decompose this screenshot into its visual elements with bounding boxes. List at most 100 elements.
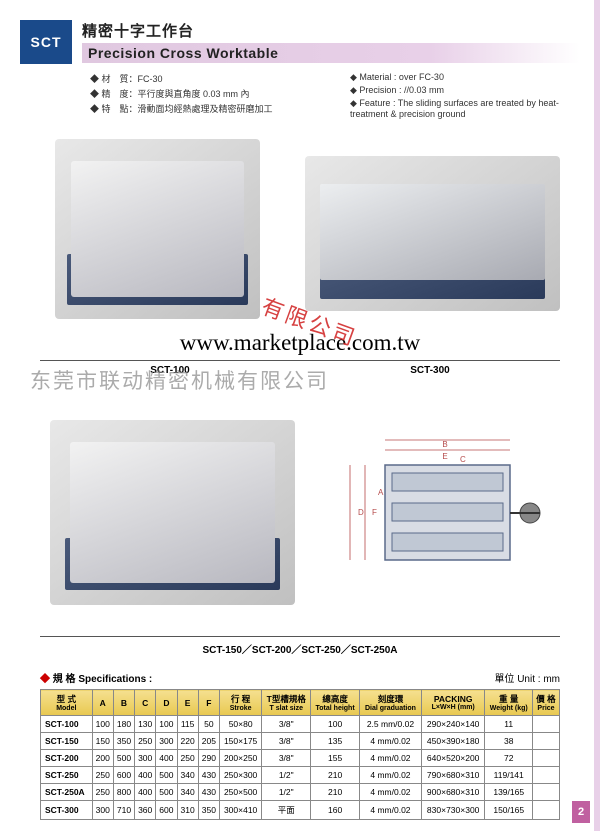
table-cell: 250 — [177, 750, 198, 767]
unit-label: 單位 Unit : mm — [494, 670, 560, 685]
table-cell: 平面 — [262, 801, 311, 820]
table-cell: 900×680×310 — [421, 784, 485, 801]
table-cell: 450×390×180 — [421, 733, 485, 750]
product-image-sct100 — [55, 139, 260, 319]
table-cell: 250×500 — [219, 784, 261, 801]
table-cell: 4 mm/0.02 — [360, 767, 422, 784]
table-cell: 600 — [156, 801, 177, 820]
table-cell: 710 — [113, 801, 134, 820]
table-cell: 300 — [156, 733, 177, 750]
svg-text:B: B — [442, 440, 447, 449]
table-header-cell: T型槽規格T slat size — [262, 690, 311, 716]
bullet-line: 特 點：滑動面均經熱處理及精密研磨加工 — [90, 102, 320, 115]
table-cell: 340 — [177, 767, 198, 784]
table-cell: 130 — [135, 716, 156, 733]
table-cell: SCT-300 — [41, 801, 93, 820]
product-image-sct150 — [50, 420, 295, 605]
title-block: 精密十字工作台 Precision Cross Worktable — [82, 20, 580, 63]
table-cell: 50 — [198, 716, 219, 733]
bullets-right: Material : over FC-30 Precision : //0.03… — [350, 72, 580, 121]
table-cell: 310 — [177, 801, 198, 820]
table-row: SCT-250A250800400500340430250×5001/2"210… — [41, 784, 560, 801]
table-cell: 210 — [311, 767, 360, 784]
table-cell — [532, 733, 559, 750]
table-header-cell: 總高度Total height — [311, 690, 360, 716]
table-cell: 135 — [311, 733, 360, 750]
table-cell: 350 — [198, 801, 219, 820]
table-cell — [532, 716, 559, 733]
title-chinese: 精密十字工作台 — [82, 20, 580, 41]
table-cell — [532, 767, 559, 784]
table-cell: 300 — [92, 801, 113, 820]
svg-text:E: E — [442, 452, 447, 461]
table-cell: 160 — [311, 801, 360, 820]
page-number: 2 — [572, 801, 590, 823]
table-cell: 150×175 — [219, 733, 261, 750]
table-cell: 155 — [311, 750, 360, 767]
table-cell: 430 — [198, 784, 219, 801]
table-cell: 210 — [311, 784, 360, 801]
table-cell: 4 mm/0.02 — [360, 784, 422, 801]
table-cell: SCT-150 — [41, 733, 93, 750]
table-cell: 11 — [485, 716, 533, 733]
table-cell: 4 mm/0.02 — [360, 733, 422, 750]
table-cell: 4 mm/0.02 — [360, 801, 422, 820]
table-cell: 430 — [198, 767, 219, 784]
table-cell: 220 — [177, 733, 198, 750]
table-cell: 200×250 — [219, 750, 261, 767]
table-cell — [532, 784, 559, 801]
table-row: SCT-200200500300400250290200×2503/8"1554… — [41, 750, 560, 767]
table-cell: 290×240×140 — [421, 716, 485, 733]
table-cell: 500 — [156, 767, 177, 784]
table-cell: SCT-200 — [41, 750, 93, 767]
table-cell: 205 — [198, 733, 219, 750]
table-header-row: 型 式ModelABCDEF行 程StrokeT型槽規格T slat size總… — [41, 690, 560, 716]
bullets-left: 材 質：FC-30 精 度：平行度與直角度 0.03 mm 內 特 點：滑動面均… — [90, 72, 320, 121]
feature-bullets: 材 質：FC-30 精 度：平行度與直角度 0.03 mm 內 特 點：滑動面均… — [90, 72, 580, 121]
table-header-cell: B — [113, 690, 134, 716]
table-cell: 4 mm/0.02 — [360, 750, 422, 767]
table-header-cell: 重 量Weight (kg) — [485, 690, 533, 716]
table-cell: 400 — [135, 784, 156, 801]
table-cell: 300 — [135, 750, 156, 767]
svg-text:C: C — [460, 455, 466, 464]
title-english-bar: Precision Cross Worktable — [82, 43, 580, 63]
table-cell: 119/141 — [485, 767, 533, 784]
bullet-line: Feature : The sliding surfaces are treat… — [350, 98, 580, 119]
table-header-cell: 刻度環Dial graduation — [360, 690, 422, 716]
table-cell: 1/2" — [262, 767, 311, 784]
catalog-page: SCT 精密十字工作台 Precision Cross Worktable 材 … — [0, 0, 600, 830]
svg-text:F: F — [372, 508, 377, 517]
table-cell: 250 — [92, 784, 113, 801]
table-cell: 250 — [92, 767, 113, 784]
table-cell: 400 — [156, 750, 177, 767]
header: SCT 精密十字工作台 Precision Cross Worktable — [20, 20, 580, 64]
table-header-cell: E — [177, 690, 198, 716]
table-cell: 250×300 — [219, 767, 261, 784]
bullet-line: Material : over FC-30 — [350, 72, 580, 83]
title-english: Precision Cross Worktable — [88, 45, 574, 61]
table-row: SCT-150150350250300220205150×1753/8"1354… — [41, 733, 560, 750]
table-row: SCT-1001001801301001155050×803/8"1002.5 … — [41, 716, 560, 733]
bullet-line: 精 度：平行度與直角度 0.03 mm 內 — [90, 87, 320, 100]
table-cell: 300×410 — [219, 801, 261, 820]
spec-header: 規 格 Specifications : 單位 Unit : mm — [40, 670, 560, 685]
table-cell: 38 — [485, 733, 533, 750]
table-cell: 400 — [135, 767, 156, 784]
table-body: SCT-1001001801301001155050×803/8"1002.5 … — [41, 716, 560, 820]
table-cell: 3/8" — [262, 716, 311, 733]
table-cell: SCT-250 — [41, 767, 93, 784]
table-cell: SCT-250A — [41, 784, 93, 801]
product-image-sct300 — [305, 156, 560, 311]
table-cell: 50×80 — [219, 716, 261, 733]
table-cell: 500 — [156, 784, 177, 801]
table-cell: 139/165 — [485, 784, 533, 801]
table-cell: 360 — [135, 801, 156, 820]
table-cell: SCT-100 — [41, 716, 93, 733]
table-cell: 790×680×310 — [421, 767, 485, 784]
table-header-cell: PACKINGL×W×H (mm) — [421, 690, 485, 716]
spec-label: 規 格 Specifications : — [40, 670, 152, 685]
table-cell: 150/165 — [485, 801, 533, 820]
table-header-cell: 行 程Stroke — [219, 690, 261, 716]
table-cell: 2.5 mm/0.02 — [360, 716, 422, 733]
